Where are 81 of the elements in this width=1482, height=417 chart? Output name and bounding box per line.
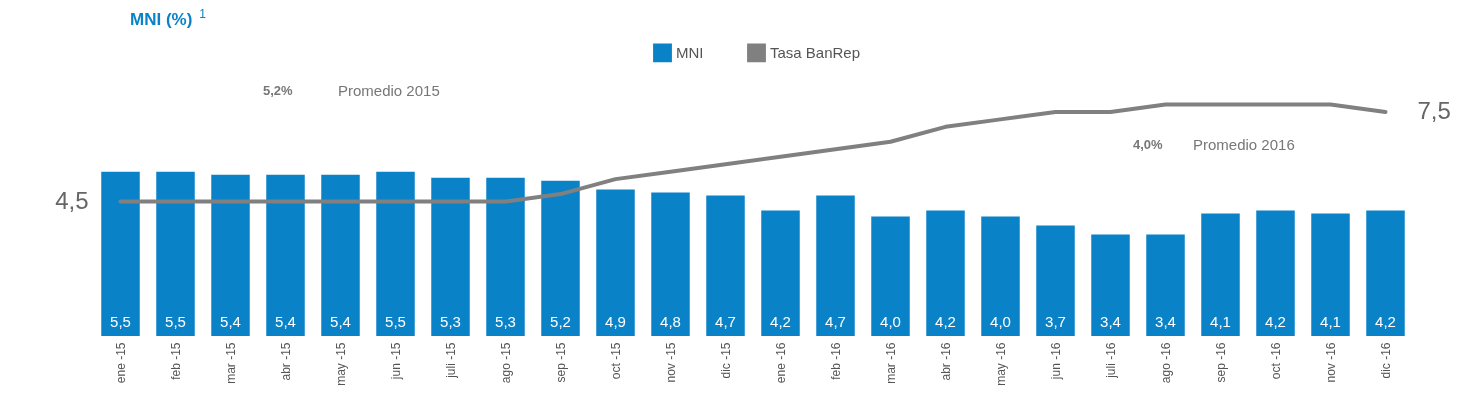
x-tick-label: mar -15 <box>223 342 238 384</box>
annotation: 4,0% <box>1133 136 1164 152</box>
data-label: 4,2 <box>770 313 791 330</box>
bar <box>211 174 250 336</box>
legend-label: Tasa BanRep <box>770 43 861 61</box>
x-tick-label: ene -15 <box>113 342 128 384</box>
data-label: 4,2 <box>1265 313 1286 330</box>
data-label: 5,4 <box>220 313 241 330</box>
bar <box>101 171 140 336</box>
x-tick-label: ene -16 <box>773 342 788 384</box>
data-label: 5,5 <box>385 313 406 330</box>
bar <box>981 216 1020 336</box>
data-label: 4,2 <box>935 313 956 330</box>
data-label: 7,5 <box>1417 96 1451 124</box>
x-tick-label: feb -16 <box>828 342 843 380</box>
x-tick-label: juli -15 <box>443 342 458 379</box>
bar <box>1091 234 1130 336</box>
x-tick-label: abr -15 <box>278 342 293 381</box>
bar <box>1366 210 1405 336</box>
data-label: 5,3 <box>440 313 461 330</box>
x-tick-label: jun -16 <box>1048 342 1063 381</box>
x-tick-label: dic -16 <box>1378 342 1393 379</box>
data-label: 4,7 <box>825 313 846 330</box>
data-label: 4,0 <box>880 313 901 330</box>
data-label: 5,5 <box>110 313 131 330</box>
x-tick-label: oct -16 <box>1268 342 1283 380</box>
bar <box>486 177 525 336</box>
bar <box>816 195 855 336</box>
x-tick-label: sep -16 <box>1213 342 1228 383</box>
x-tick-label: mar -16 <box>883 342 898 384</box>
x-tick-label: dic -15 <box>718 342 733 379</box>
x-tick-label: nov -15 <box>663 342 678 383</box>
text: 5,2% <box>263 83 294 98</box>
x-tick-label: juli -16 <box>1103 342 1118 379</box>
data-label: 4,8 <box>660 313 681 330</box>
legend-label: MNI <box>676 43 704 61</box>
bar <box>596 189 635 336</box>
bar <box>156 171 195 336</box>
chart-title: MNI (%)1 <box>130 7 207 29</box>
data-label: 4,1 <box>1210 313 1231 330</box>
data-label: 3,4 <box>1155 313 1176 330</box>
data-label: 4,9 <box>605 313 626 330</box>
bar <box>871 216 910 336</box>
data-label: 5,3 <box>495 313 516 330</box>
bar <box>651 192 690 336</box>
bar <box>1311 213 1350 336</box>
bar <box>1256 210 1295 336</box>
bar <box>1036 225 1075 336</box>
data-label: 4,2 <box>1375 313 1396 330</box>
x-tick-label: ago -16 <box>1158 342 1173 384</box>
data-label: 5,4 <box>330 313 351 330</box>
data-label: 4,5 <box>55 186 89 214</box>
x-tick-label: sep -15 <box>553 342 568 383</box>
bar <box>321 174 360 336</box>
data-label: 5,2 <box>550 313 571 330</box>
bar <box>266 174 305 336</box>
x-tick-label: may -16 <box>993 342 1008 386</box>
bar <box>541 180 580 336</box>
bar <box>1201 213 1240 336</box>
x-tick-label: feb -15 <box>168 342 183 380</box>
x-tick-label: may -15 <box>333 342 348 386</box>
data-label: 5,5 <box>165 313 186 330</box>
bar <box>376 171 415 336</box>
bar <box>926 210 965 336</box>
bar <box>1146 234 1185 336</box>
annotation: Promedio 2016 <box>1193 135 1295 153</box>
x-tick-label: jun -15 <box>388 342 403 381</box>
data-label: 4,0 <box>990 313 1011 330</box>
data-label: 3,7 <box>1045 313 1066 330</box>
x-tick-label: abr -16 <box>938 342 953 381</box>
bar <box>431 177 470 336</box>
x-tick-label: nov -16 <box>1323 342 1338 383</box>
x-tick-label: oct -15 <box>608 342 623 380</box>
data-label: 3,4 <box>1100 313 1121 330</box>
data-label: 5,4 <box>275 313 296 330</box>
data-label: 4,1 <box>1320 313 1341 330</box>
bar <box>706 195 745 336</box>
bar <box>761 210 800 336</box>
data-label: 4,7 <box>715 313 736 330</box>
text: Promedio 2015 <box>338 82 440 99</box>
x-tick-label: ago -15 <box>498 342 513 384</box>
